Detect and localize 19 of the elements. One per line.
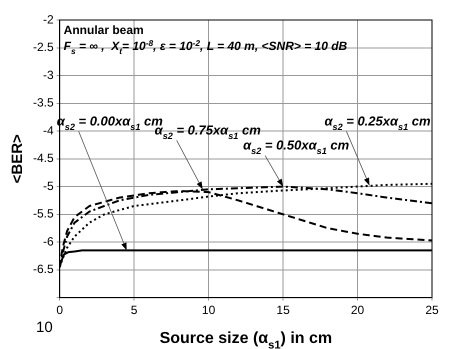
chart-title: Annular beam — [64, 23, 144, 37]
y-tick-label: -5 — [43, 178, 54, 193]
y-tick-label: -6 — [43, 234, 54, 248]
x-tick-label: 25 — [425, 303, 439, 318]
y-tick-label: -2 — [43, 12, 54, 26]
y-tick-label: -2.5 — [32, 40, 54, 54]
y-tick-label: -3 — [43, 68, 54, 82]
x-tick-label: 5 — [130, 303, 138, 318]
text: 10 — [36, 319, 53, 336]
y-tick-label: -6.5 — [32, 262, 54, 276]
y-tick-label: -4.5 — [32, 151, 54, 166]
y-axis-title: <BER> — [9, 134, 26, 184]
x-tick-label: 0 — [56, 303, 64, 318]
y-tick-label: -5.5 — [32, 206, 54, 221]
y-tick-label: -3.5 — [32, 96, 54, 110]
x-tick-label: 20 — [350, 303, 365, 318]
x-tick-label: 10 — [202, 303, 216, 318]
y-tick-label: -4 — [43, 123, 54, 138]
x-tick-label: 15 — [276, 303, 290, 318]
